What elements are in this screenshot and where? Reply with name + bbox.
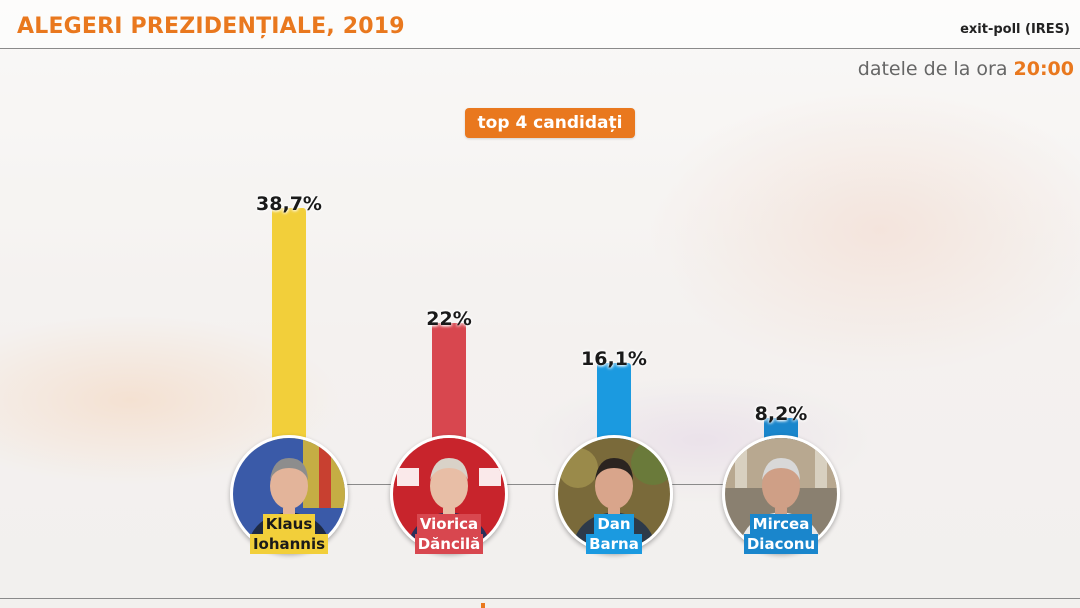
candidate-first-name: Klaus: [262, 514, 316, 534]
top-candidates-badge: top 4 candidați: [465, 108, 635, 138]
candidate-last-name: Dăncilă: [414, 534, 484, 554]
value-label: 16,1%: [581, 348, 647, 371]
header-bar: ALEGERI PREZIDENȚIALE, 2019 exit-poll (I…: [0, 0, 1080, 49]
candidate-first-name: Dan: [594, 514, 634, 534]
bar-iohannis: [272, 208, 306, 474]
candidate-name: Dan Barna: [554, 514, 674, 554]
candidate-name: Viorica Dăncilă: [389, 514, 509, 554]
candidate-first-name: Viorica: [416, 514, 482, 534]
source-label: exit-poll (IRES): [960, 22, 1070, 37]
time-prefix: datele de la ora: [857, 58, 1008, 80]
footer-accent-tick: [481, 603, 485, 608]
candidate-last-name: Diaconu: [743, 534, 819, 554]
page-title: ALEGERI PREZIDENȚIALE, 2019: [17, 14, 405, 39]
value-label: 22%: [426, 307, 472, 330]
value-label: 8,2%: [754, 402, 808, 425]
candidate-name: Mircea Diaconu: [721, 514, 841, 554]
time-value: 20:00: [1013, 58, 1074, 80]
footer-divider: [0, 598, 1080, 599]
candidate-last-name: Iohannis: [249, 534, 329, 554]
chart-baseline: [288, 484, 788, 485]
time-row: datele de la ora 20:00: [858, 58, 1074, 80]
candidate-last-name: Barna: [586, 534, 642, 554]
value-label: 38,7%: [256, 193, 322, 215]
candidate-first-name: Mircea: [749, 514, 813, 534]
candidate-name: Klaus Iohannis: [229, 514, 349, 554]
